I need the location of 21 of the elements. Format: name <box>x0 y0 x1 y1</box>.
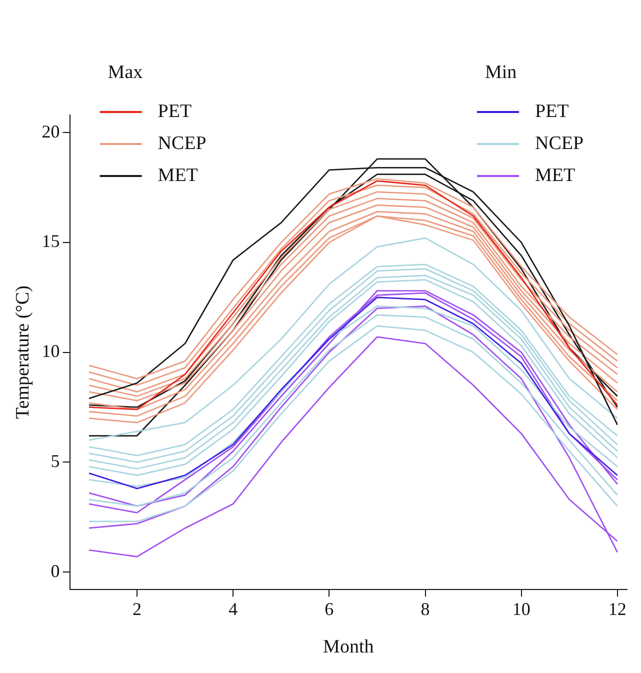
y-axis-title: Temperature (°C) <box>12 286 34 420</box>
y-tick-label: 10 <box>42 341 60 362</box>
y-tick-label: 0 <box>50 560 60 581</box>
text: Max <box>108 62 144 83</box>
x-tick-label: 2 <box>132 599 142 620</box>
x-axis-title: Month <box>323 636 374 658</box>
x-tick-label: 6 <box>324 599 334 620</box>
legend-label: MET <box>535 164 576 186</box>
legend-label: MET <box>158 164 198 186</box>
legend-label: NCEP <box>158 132 206 154</box>
text: Min <box>485 62 518 83</box>
x-tick-label: 4 <box>228 599 238 620</box>
y-tick-label: 15 <box>42 231 60 252</box>
y-tick-label: 20 <box>42 121 60 142</box>
y-tick-label: 5 <box>50 450 60 471</box>
legend-label: PET <box>535 100 570 122</box>
legend-label: NCEP <box>535 132 584 154</box>
x-tick-label: 10 <box>512 599 530 620</box>
x-tick-label: 8 <box>420 599 430 620</box>
x-tick-label: 12 <box>608 599 626 620</box>
legend-label: PET <box>158 100 192 122</box>
